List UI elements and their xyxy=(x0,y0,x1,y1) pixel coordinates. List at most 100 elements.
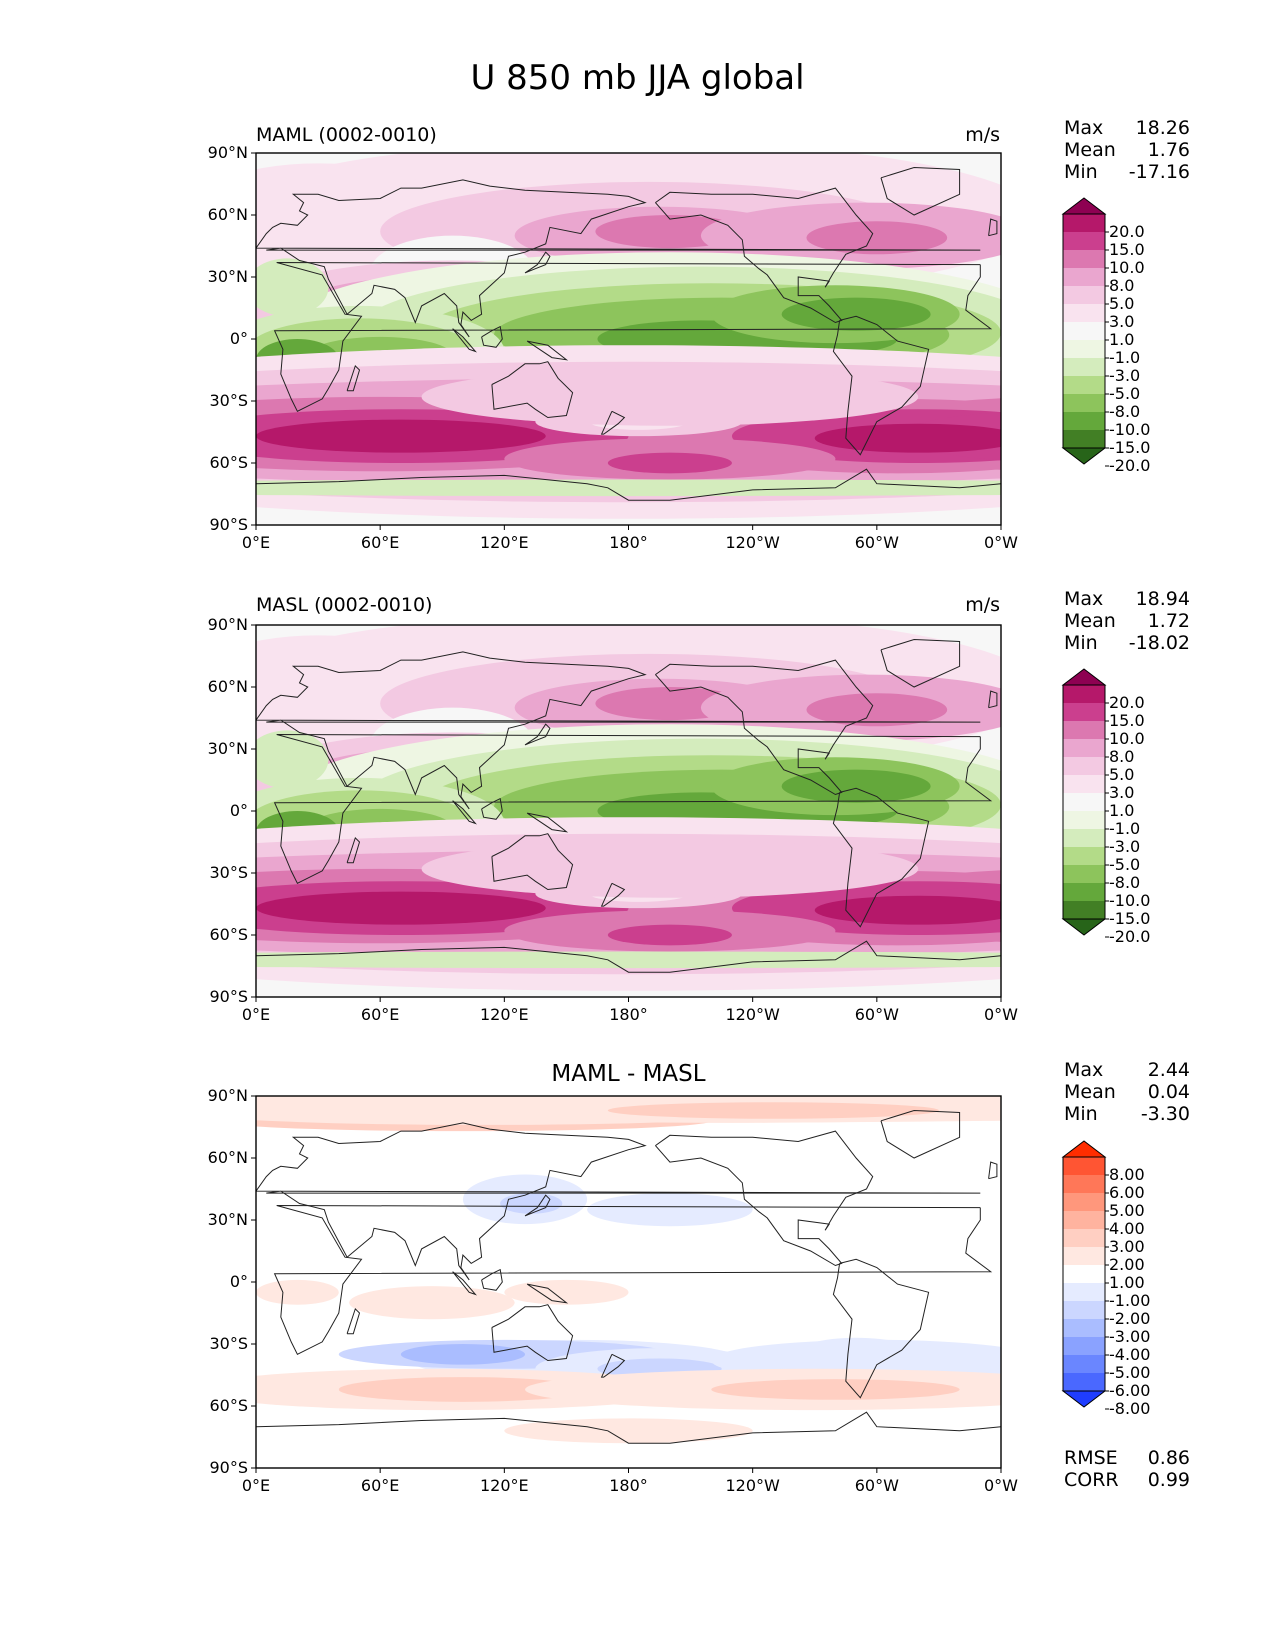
colorbar-label: 5.0 xyxy=(1109,765,1135,784)
colorbar-swatch xyxy=(1063,340,1105,358)
panel-3-rmse-value: 0.86 xyxy=(1147,1447,1190,1469)
coastline-greenland xyxy=(880,638,961,688)
lat-tick-label: 30°N xyxy=(207,267,248,286)
contour-patch xyxy=(421,367,919,426)
lat-tick-label: 30°S xyxy=(209,391,248,410)
colorbar-label: 3.00 xyxy=(1109,1237,1145,1256)
colorbar-swatch xyxy=(1063,250,1105,268)
lon-tick-label: 180° xyxy=(609,1005,648,1024)
colorbar-extend-max xyxy=(1061,1140,1107,1158)
lat-tick-label: 30°N xyxy=(207,739,248,758)
coastline-new-zealand xyxy=(600,1353,626,1378)
lat-tick-label: 90°S xyxy=(209,515,248,534)
lat-tick-label: 60°N xyxy=(207,205,248,224)
panel-3-stat-label-mean: Mean xyxy=(1064,1081,1116,1103)
lon-tick-label: 60°W xyxy=(854,1005,899,1024)
panel-2-units: m/s xyxy=(965,594,1000,616)
colorbar-extend-min xyxy=(1061,918,1107,936)
panel-1-stat-value-max: 18.26 xyxy=(1135,117,1190,139)
contour-patch xyxy=(256,419,546,453)
coastline-africa xyxy=(273,262,993,412)
panel-3-title: MAML - MASL xyxy=(551,1061,706,1087)
colorbar-label: -8.0 xyxy=(1109,873,1141,892)
colorbar-label: 3.0 xyxy=(1109,312,1135,331)
panel-2-title: MASL (0002-0010) xyxy=(256,594,433,616)
coastline-uk xyxy=(988,1161,998,1180)
coastline-new-zealand xyxy=(600,882,626,907)
coastline-north-america xyxy=(655,659,874,796)
colorbar-label: 10.0 xyxy=(1109,258,1145,277)
coastline-antarctica xyxy=(256,940,1001,973)
colorbar-2 xyxy=(1061,668,1109,938)
coastline-eurasia xyxy=(256,179,981,338)
colorbar-label: -6.00 xyxy=(1109,1381,1151,1400)
colorbar-swatch xyxy=(1063,1283,1105,1301)
contour-patch xyxy=(806,221,948,255)
coastline-sumatra xyxy=(452,800,477,825)
contour-patch xyxy=(607,452,732,474)
colorbar-swatch xyxy=(1063,757,1105,775)
coastline-borneo xyxy=(481,325,503,348)
colorbar-swatch xyxy=(1063,214,1105,232)
contour-patch xyxy=(338,1377,588,1402)
contour-patch xyxy=(587,1193,753,1227)
colorbar-label: -3.00 xyxy=(1109,1327,1151,1346)
contour-patch xyxy=(814,895,1001,925)
coastline-south-america xyxy=(832,1258,930,1399)
colorbar-label: 6.00 xyxy=(1109,1183,1145,1202)
contour-patch xyxy=(504,1279,629,1305)
contour-patch xyxy=(256,951,1001,969)
colorbar-swatch xyxy=(1063,721,1105,739)
colorbar-swatch xyxy=(1063,775,1105,793)
coastline-new-guinea xyxy=(526,812,569,833)
colorbar-swatch xyxy=(1063,901,1105,919)
panel-3-stat-label-max: Max xyxy=(1064,1059,1104,1081)
colorbar-swatch xyxy=(1063,1355,1105,1373)
panel-2-stat-label-min: Min xyxy=(1064,632,1098,654)
colorbar-swatch xyxy=(1063,430,1105,448)
lon-tick-label: 60°W xyxy=(854,1476,899,1495)
coastline-north-america xyxy=(655,187,874,324)
contour-patch xyxy=(256,891,546,925)
colorbar-label: -8.0 xyxy=(1109,402,1141,421)
panel-1-title: MAML (0002-0010) xyxy=(256,124,437,146)
colorbar-swatch xyxy=(1063,703,1105,721)
lat-tick-label: 60°S xyxy=(209,1396,248,1415)
colorbar-label: 15.0 xyxy=(1109,240,1145,259)
coastline-borneo xyxy=(481,797,503,820)
contour-patch xyxy=(794,1337,919,1371)
colorbar-extend-max xyxy=(1061,668,1107,686)
coastline-antarctica xyxy=(256,1411,1001,1444)
colorbar-label: 20.0 xyxy=(1109,693,1145,712)
contour-patch xyxy=(806,693,948,727)
colorbar-label: 3.0 xyxy=(1109,783,1135,802)
colorbar-swatch xyxy=(1063,1229,1105,1247)
colorbar-swatch xyxy=(1063,232,1105,250)
lat-tick-label: 60°N xyxy=(207,1148,248,1167)
colorbar-swatch xyxy=(1063,1265,1105,1283)
colorbar-extend-min xyxy=(1061,1390,1107,1408)
contour-patch xyxy=(256,1377,339,1402)
lon-tick-label: 120°E xyxy=(480,533,529,552)
coastline-australia xyxy=(491,1304,574,1362)
contour-patch xyxy=(781,297,931,331)
colorbar-label: -2.00 xyxy=(1109,1309,1151,1328)
coastline-south-america xyxy=(832,787,930,928)
coastline-sumatra xyxy=(452,1271,477,1296)
lat-tick-label: 60°S xyxy=(209,453,248,472)
colorbar-swatch xyxy=(1063,847,1105,865)
contour-patch xyxy=(349,1286,515,1320)
coastline-uk xyxy=(988,218,998,237)
colorbar-swatch xyxy=(1063,685,1105,703)
colorbar-label: -5.00 xyxy=(1109,1363,1151,1382)
colorbar-label: -1.00 xyxy=(1109,1291,1151,1310)
colorbar-swatch xyxy=(1063,865,1105,883)
lon-tick-label: 60°E xyxy=(360,533,400,552)
lat-tick-label: 90°S xyxy=(209,987,248,1006)
panel-2-stat-label-max: Max xyxy=(1064,588,1104,610)
colorbar-frame xyxy=(1062,1156,1106,1392)
colorbar-3 xyxy=(1061,1140,1109,1410)
colorbar-swatch xyxy=(1063,1175,1105,1193)
contour-patch xyxy=(400,1344,526,1365)
lon-tick-label: 120°E xyxy=(480,1005,529,1024)
